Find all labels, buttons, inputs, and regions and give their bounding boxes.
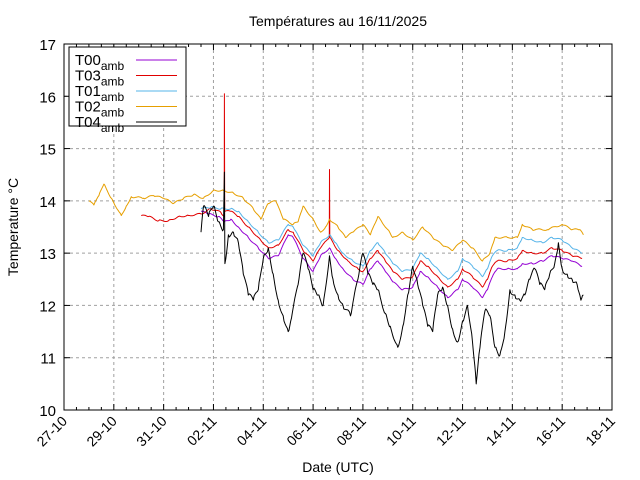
legend-name: T02: [75, 99, 101, 116]
legend-label-t00: T00amb: [75, 52, 125, 73]
legend-label-t03: T03amb: [75, 68, 125, 89]
legend-name: T03: [75, 68, 101, 85]
y-tick-label: 10: [39, 403, 56, 420]
y-tick-label: 17: [39, 37, 56, 54]
legend-label-t01: T01amb: [75, 83, 125, 104]
series-line-t04: [200, 171, 584, 385]
series-line-t01: [200, 206, 583, 280]
y-tick-label: 14: [39, 194, 56, 211]
legend-name: T00: [75, 52, 101, 69]
legend-name: T04: [75, 114, 101, 131]
y-tick-label: 15: [39, 142, 56, 159]
series-lines: [88, 93, 584, 385]
plot-border: [63, 43, 613, 411]
y-tick-label: 16: [39, 89, 56, 106]
series-line-t02: [88, 183, 584, 262]
chart-title: Températures au 16/11/2025: [249, 13, 427, 29]
y-tick-label: 12: [39, 298, 56, 315]
y-tick-label: 13: [39, 246, 56, 263]
legend-subscript: amb: [101, 121, 125, 135]
series-line-t00: [201, 210, 583, 299]
grid: [64, 44, 612, 410]
y-axis-label: Temperature °C: [5, 178, 21, 276]
legend-name: T01: [75, 83, 101, 100]
legend-subscript: amb: [101, 75, 125, 89]
y-ticks: 10 11 12 13 14 15 16 17: [39, 37, 612, 420]
legend-subscript: amb: [101, 106, 125, 120]
legend-label-t02: T02amb: [75, 99, 125, 120]
x-axis-label: Date (UTC): [302, 459, 374, 475]
y-tick-label: 11: [40, 351, 56, 368]
legend-subscript: amb: [101, 90, 125, 104]
legend-subscript: amb: [101, 59, 125, 73]
legend-label-t04: T04amb: [75, 114, 125, 135]
